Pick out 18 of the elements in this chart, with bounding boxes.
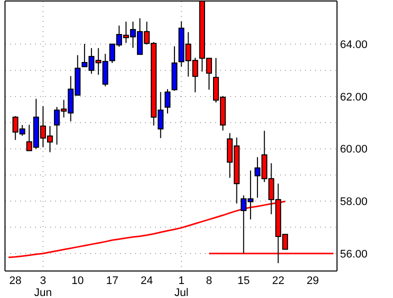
y-tick-label: 60.00 xyxy=(340,144,368,156)
y-tick-label: 64.00 xyxy=(340,39,368,52)
x-tick-label: 17 xyxy=(106,275,118,287)
x-tick-label: 10 xyxy=(72,275,84,287)
x-tick-label: 15 xyxy=(238,275,250,287)
x-tick-label: 3 xyxy=(40,275,46,287)
x-tick-label: 28 xyxy=(9,275,22,287)
candlestick xyxy=(164,88,170,114)
text: Jun xyxy=(34,287,52,298)
y-tick-label: 62.00 xyxy=(340,91,368,104)
x-tick-label: 8 xyxy=(206,275,212,287)
x-tick-label: 24 xyxy=(140,275,153,287)
x-tick-label: 29 xyxy=(306,275,319,287)
x-tick-label: 22 xyxy=(272,275,284,287)
text: Jul xyxy=(174,287,188,298)
y-tick-label: 58.00 xyxy=(340,196,368,208)
y-tick-label: 56.00 xyxy=(340,248,368,260)
x-tick-label: 1 xyxy=(178,275,184,287)
